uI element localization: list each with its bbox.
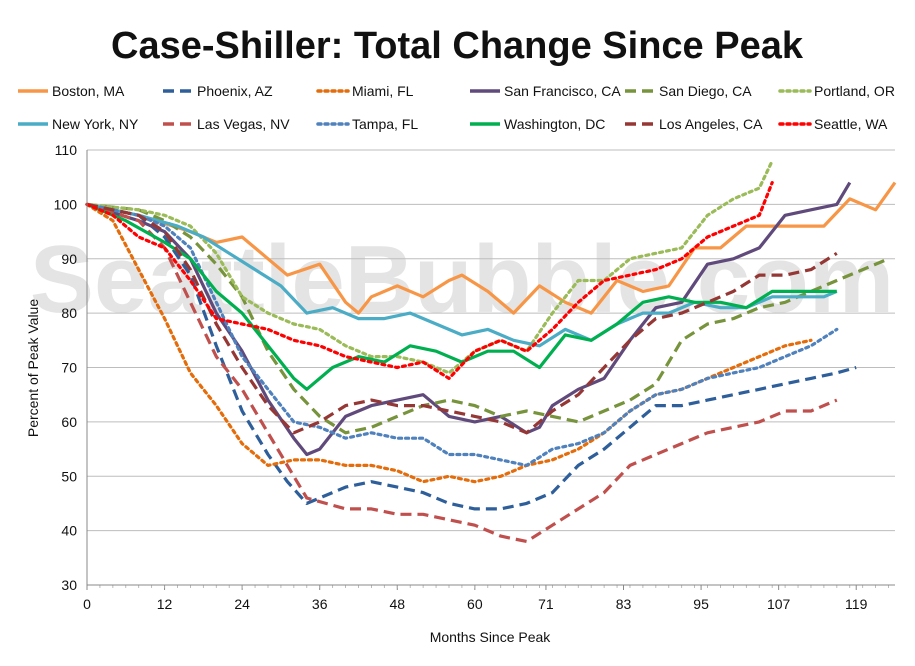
x-tick-label: 0 [83, 596, 91, 612]
legend-label: Seattle, WA [814, 116, 888, 132]
legend-item-tampa-fl: Tampa, FL [316, 116, 418, 132]
legend-label: Washington, DC [504, 116, 605, 132]
legend: Boston, MA Phoenix, AZ Miami, FL San Franci… [18, 83, 895, 132]
legend-label: Phoenix, AZ [197, 83, 273, 99]
legend-label: New York, NY [52, 116, 139, 132]
legend-label: San Francisco, CA [504, 83, 621, 99]
y-tick-label: 40 [61, 523, 77, 539]
legend-item-portland-or: Portland, OR [778, 83, 895, 99]
legend-label: Portland, OR [814, 83, 895, 99]
legend-item-new-york-ny: New York, NY [18, 116, 139, 132]
y-tick-label: 60 [61, 414, 77, 430]
legend-item-seattle-wa: Seattle, WA [778, 116, 888, 132]
series-line-los-angeles-ca [86, 202, 838, 435]
y-tick-label: 90 [61, 251, 77, 267]
x-tick-label: 24 [234, 596, 250, 612]
chart-title: Case-Shiller: Total Change Since Peak [111, 25, 804, 67]
y-tick-label: 30 [61, 577, 77, 593]
series-line-portland-or [85, 159, 774, 375]
x-tick-label: 12 [157, 596, 173, 612]
legend-label: Los Angeles, CA [659, 116, 763, 132]
legend-label: Las Vegas, NV [197, 116, 290, 132]
legend-item-los-angeles-ca: Los Angeles, CA [625, 116, 763, 132]
legend-item-phoenix-az: Phoenix, AZ [163, 83, 273, 99]
legend-item-las-vegas-nv: Las Vegas, NV [163, 116, 290, 132]
y-tick-labels: 30 40 50 60 70 80 90 100 110 [54, 142, 78, 593]
x-tick-label: 107 [767, 596, 791, 612]
series-line-phoenix-az [86, 202, 857, 511]
series-line-boston-ma [86, 181, 897, 315]
x-tick-label: 60 [467, 596, 483, 612]
x-tick-labels: 0 12 24 36 48 60 71 83 95 107 119 [83, 585, 889, 612]
series-line-washington-dc [86, 202, 837, 391]
series-lines [85, 159, 897, 544]
series-line-seattle-wa [85, 181, 774, 380]
watermark: SeattleBubble.com [30, 226, 894, 333]
series-line-new-york-ny [86, 202, 838, 348]
legend-label: San Diego, CA [659, 83, 752, 99]
legend-label: Miami, FL [352, 83, 414, 99]
y-tick-label: 100 [54, 196, 78, 212]
legend-item-washington-dc: Washington, DC [470, 116, 605, 132]
y-tick-label: 110 [55, 142, 78, 158]
series-line-tampa-fl [85, 202, 839, 467]
legend-label: Tampa, FL [352, 116, 418, 132]
x-tick-label: 95 [693, 596, 709, 612]
y-tick-label: 80 [61, 305, 77, 321]
legend-item-san-diego-ca: San Diego, CA [625, 83, 752, 99]
x-axis-label: Months Since Peak [430, 629, 552, 645]
x-tick-label: 48 [389, 596, 405, 612]
series-line-las-vegas-nv [86, 202, 838, 544]
x-tick-label: 119 [845, 596, 868, 612]
legend-item-boston-ma: Boston, MA [18, 83, 125, 99]
x-tick-label: 71 [538, 596, 554, 612]
y-tick-label: 50 [61, 468, 77, 484]
y-tick-label: 70 [61, 360, 77, 376]
y-axis-label: Percent of Peak Value [25, 299, 41, 437]
legend-label: Boston, MA [52, 83, 125, 99]
legend-item-miami-fl: Miami, FL [316, 83, 414, 99]
legend-item-san-francisco-ca: San Francisco, CA [470, 83, 621, 99]
x-tick-label: 36 [312, 596, 328, 612]
x-tick-label: 83 [616, 596, 632, 612]
